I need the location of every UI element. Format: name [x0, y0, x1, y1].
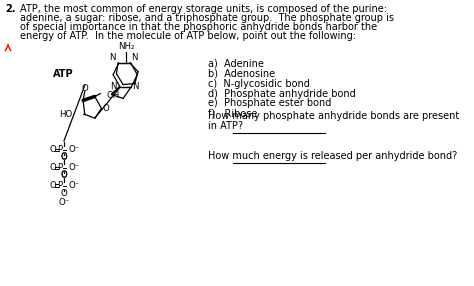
Text: P: P [57, 181, 62, 190]
Text: d)  Phosphate anhydride bond: d) Phosphate anhydride bond [208, 89, 356, 99]
Text: in ATP?: in ATP? [208, 121, 243, 131]
Text: a)  Adenine: a) Adenine [208, 59, 264, 69]
Text: P: P [57, 146, 62, 154]
Text: O⁻: O⁻ [68, 163, 79, 172]
Text: How much energy is released per anhydride bond?: How much energy is released per anhydrid… [208, 151, 457, 161]
Text: N: N [110, 82, 117, 91]
Text: energy of ATP.  In the molecule of ATP below, point out the following:: energy of ATP. In the molecule of ATP be… [20, 31, 356, 41]
Text: O: O [61, 152, 67, 161]
Text: e)  Phosphate ester bond: e) Phosphate ester bond [208, 98, 331, 108]
Text: O: O [61, 171, 67, 180]
Text: f)   Ribose: f) Ribose [208, 108, 257, 118]
Text: O: O [50, 146, 56, 154]
Text: O⁻: O⁻ [68, 181, 79, 190]
Text: N: N [109, 53, 116, 62]
Text: 2.: 2. [6, 4, 16, 14]
Text: O: O [61, 189, 67, 198]
Text: O⁻: O⁻ [58, 198, 70, 207]
Text: HO: HO [59, 110, 72, 119]
Text: O: O [50, 181, 56, 190]
Text: O: O [61, 170, 67, 179]
Text: b)  Adenosine: b) Adenosine [208, 69, 275, 79]
Text: O: O [82, 84, 88, 93]
Text: ATP, the most common of energy storage units, is composed of the purine:: ATP, the most common of energy storage u… [20, 4, 387, 14]
Text: adenine, a sugar: ribose, and a triphosphate group.  The phosphate group is: adenine, a sugar: ribose, and a triphosp… [20, 13, 394, 23]
Text: P: P [57, 163, 62, 172]
Text: ATP: ATP [53, 69, 73, 79]
Text: OH: OH [107, 90, 119, 100]
Text: N: N [132, 82, 139, 91]
Text: of special importance in that the phosphoric anhydride bonds harbor the: of special importance in that the phosph… [20, 22, 377, 32]
Text: O: O [102, 104, 109, 113]
Text: NH₂: NH₂ [118, 42, 135, 51]
Text: O: O [50, 163, 56, 172]
Text: How many phosphate anhydride bonds are present: How many phosphate anhydride bonds are p… [208, 111, 459, 121]
Text: O: O [61, 153, 67, 162]
Text: O⁻: O⁻ [68, 146, 79, 154]
Text: N: N [131, 53, 138, 62]
Text: c)  N-glycosidic bond: c) N-glycosidic bond [208, 79, 310, 89]
